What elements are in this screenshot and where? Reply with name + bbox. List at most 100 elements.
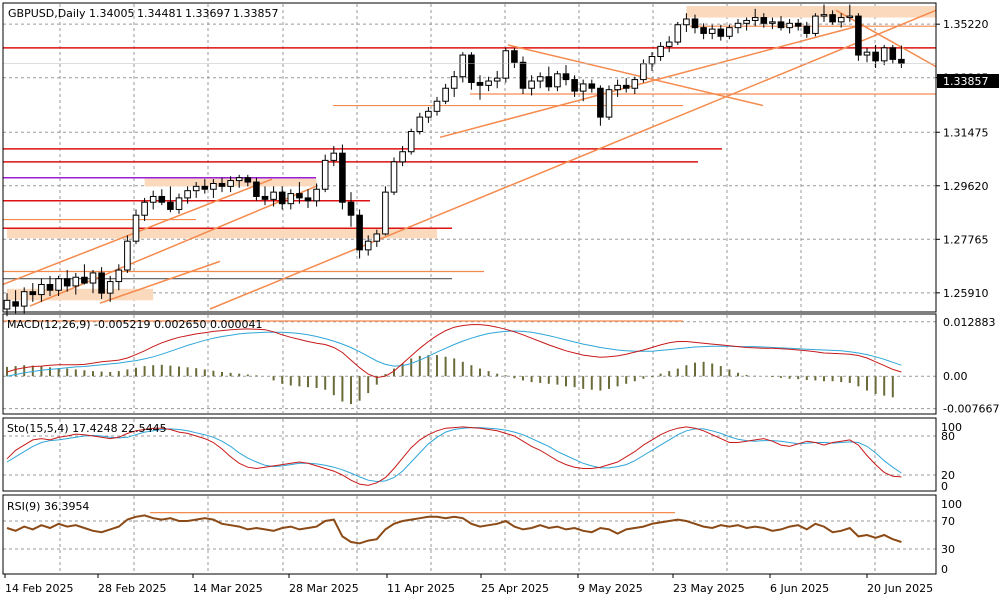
candle-bearish [304, 197, 312, 202]
candle-bearish [571, 79, 578, 92]
candle-bearish [511, 50, 518, 63]
candle-bullish [683, 18, 690, 26]
candle-bullish [528, 80, 535, 89]
symbol-label: GBPUSD,Daily [8, 7, 86, 20]
macd-line [6, 324, 902, 379]
candle-bearish [244, 177, 252, 183]
candle-bearish [81, 276, 88, 284]
candle-bullish [442, 87, 449, 102]
candle-bullish [399, 151, 406, 163]
candle-bearish [760, 17, 768, 24]
candle-bullish [106, 281, 114, 294]
time-tick-label: 28 Feb 2025 [98, 582, 166, 595]
macd-panel-label: MACD(12,26,9) -0.005219 0.002650 0.00004… [7, 318, 262, 331]
candle-bearish [829, 14, 836, 23]
candle-bullish [38, 283, 45, 296]
candle-bullish [708, 28, 716, 34]
candle-bullish [192, 185, 200, 192]
candle-bullish [407, 131, 415, 153]
stochastic-panel-label: Sto(15,5,4) 17.4248 22.5445 [7, 422, 167, 435]
trend-line [835, 9, 937, 68]
candle-bearish [339, 152, 346, 203]
candle-bullish [743, 19, 750, 24]
candle-bearish [803, 25, 811, 34]
macd-panel-frame [2, 313, 937, 415]
candle-bullish [880, 47, 888, 62]
candle-bullish [726, 27, 733, 37]
candle-bullish [631, 79, 639, 89]
candle-bullish [502, 50, 510, 79]
rsi-layer [6, 511, 902, 545]
candle-bullish [373, 233, 381, 242]
time-tick-label: 25 Apr 2025 [481, 582, 549, 595]
candle-bullish [734, 22, 742, 29]
candle-bearish [296, 193, 303, 199]
price-tick-label: 1.27765 [943, 233, 989, 246]
candle-bearish [872, 51, 879, 62]
stochastic-tick-label: 80 [941, 430, 955, 443]
candle-bullish [132, 214, 140, 242]
candle-bullish [175, 197, 183, 210]
stochastic-signal-line [6, 427, 902, 483]
candle-bearish [562, 73, 570, 81]
candle-bearish [347, 201, 355, 216]
trend-line [209, 9, 937, 310]
candle-bearish [253, 181, 260, 197]
time-tick-label: 9 May 2025 [578, 582, 643, 595]
candle-bearish [476, 81, 484, 86]
candle-bullish [536, 76, 544, 82]
candle-bullish [812, 15, 819, 34]
candle-bullish [416, 116, 424, 133]
current-price-marker [937, 74, 999, 88]
candle-bearish [588, 83, 596, 89]
rsi-tick-label: 70 [941, 515, 955, 528]
candle-bullish [425, 110, 432, 118]
time-tick-label: 20 Jun 2025 [867, 582, 933, 595]
price-zone [7, 288, 154, 301]
rsi-tick-label: 0 [941, 563, 948, 576]
candle-bullish [270, 191, 277, 200]
price-zone [686, 6, 936, 18]
candle-bearish [201, 185, 209, 190]
candle-bearish [700, 27, 707, 34]
stochastic-main-line [6, 426, 902, 486]
candle-bearish [63, 278, 71, 287]
candle-bullish [210, 182, 217, 190]
candle-bullish [382, 191, 389, 235]
candle-bearish [46, 283, 54, 291]
candle-bullish [321, 159, 329, 190]
stochastic-tick-label: 100 [941, 421, 962, 434]
candle-layer [3, 4, 936, 317]
candle-bearish [167, 201, 174, 210]
candle-bullish [149, 195, 157, 203]
candle-bearish [98, 272, 105, 294]
stochastic-tick-label: 0 [941, 480, 948, 493]
rsi-tick-label: 30 [941, 543, 955, 556]
candle-bullish [235, 177, 243, 182]
price-zone [7, 228, 437, 239]
candle-bullish [184, 190, 191, 199]
candle-bullish [55, 278, 62, 291]
candle-bearish [278, 191, 286, 205]
candle-bearish [622, 84, 630, 89]
time-tick-label: 6 Jun 2025 [770, 582, 829, 595]
macd-layer [3, 320, 902, 405]
ohlc-close: 1.33857 [233, 7, 279, 20]
candle-bearish [356, 214, 363, 251]
time-tick-label: 14 Mar 2025 [193, 582, 263, 595]
price-panel-frame [2, 2, 937, 313]
candle-bearish [889, 47, 897, 60]
current-price-label: 1.33857 [943, 75, 989, 88]
stochastic-tick-label: 20 [941, 469, 955, 482]
candle-bearish [218, 182, 226, 187]
macd-tick-label: 0.00 [943, 370, 968, 383]
candle-bullish [614, 84, 621, 91]
annotation-lines [2, 9, 937, 310]
candle-bullish [72, 276, 80, 287]
time-axis: 14 Feb 2025 28 Feb 2025 14 Mar 2025 28 Mar … [4, 574, 933, 595]
candle-bullish [124, 240, 131, 271]
